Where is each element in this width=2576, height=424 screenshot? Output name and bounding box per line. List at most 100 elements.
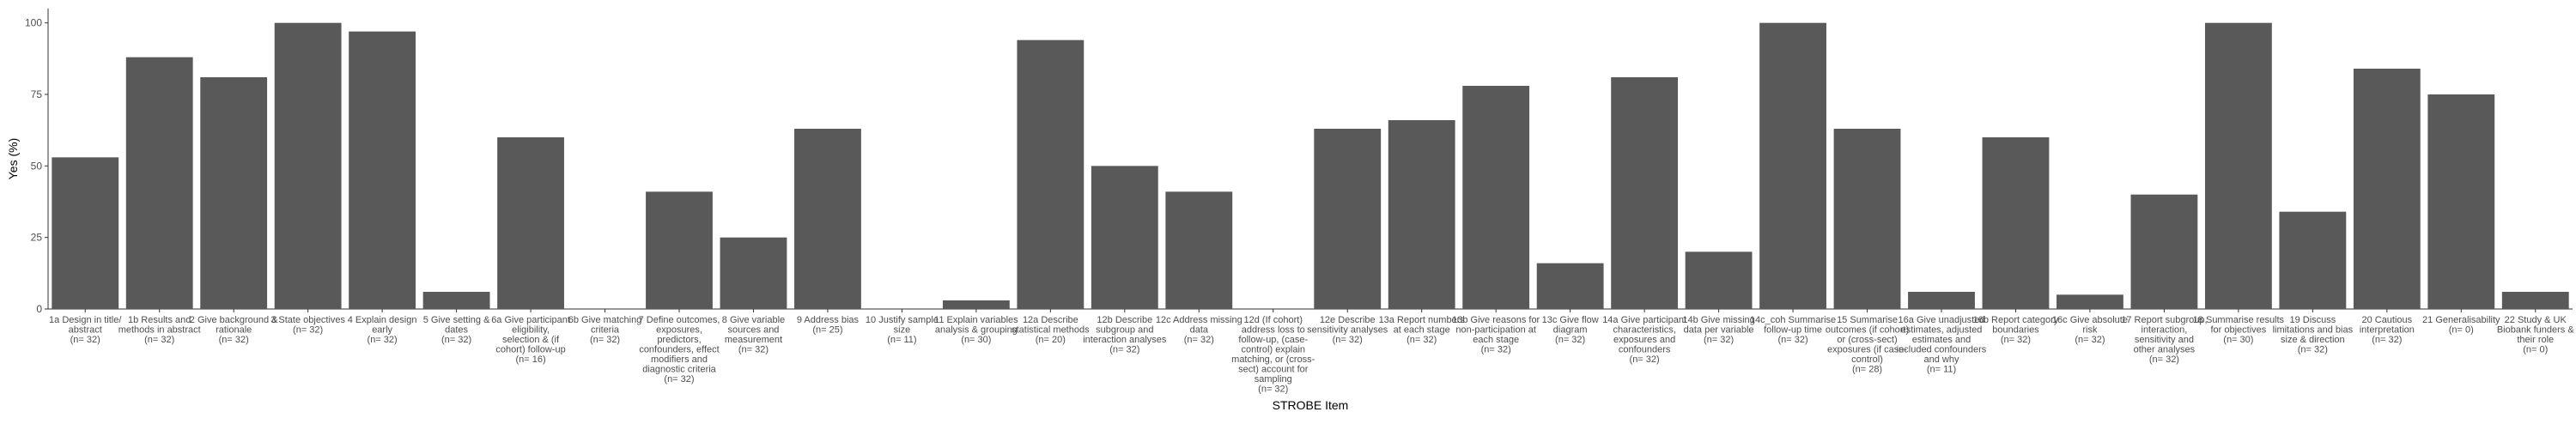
y-tick-label: 0 [36, 303, 42, 315]
x-tick-label-line: 3 State objectives [270, 315, 345, 325]
x-tick-label: 15 Summarise outcomes (if cohort) or (cros… [1826, 315, 1909, 375]
x-tick-label-line: and why [1924, 354, 1959, 365]
x-tick-label-line: 13c Give flow [1542, 315, 1599, 325]
x-tick-label-line: methods in abstract [118, 325, 201, 336]
x-tick-label-line: (n= 32) [1777, 335, 1807, 345]
bar [646, 191, 713, 309]
x-tick-label-line: (n= 32) [2372, 335, 2402, 345]
x-tick-label-line: 2 Give background & [190, 315, 278, 325]
x-tick-label-line: non-participation at [1455, 325, 1536, 336]
x-tick-label: 12d (If cohort) address loss to follow-up,… [1231, 315, 1315, 395]
bar [349, 31, 416, 310]
x-tick-label-line: (n= 30) [961, 335, 991, 345]
x-tick-label: 5 Give setting & dates (n= 32) [423, 315, 490, 345]
x-tick-label: 17 Report subgroup, interaction, sensitivi… [2121, 315, 2207, 365]
x-tick-label: 21 Generalisability (n= 0) [2422, 315, 2500, 336]
x-tick-label-line: (n= 11) [1927, 365, 1956, 375]
bar [52, 157, 119, 309]
x-tick-label-line: (n= 32) [590, 335, 620, 345]
bar [200, 77, 268, 309]
x-tick-label: 14b Give missing data per variable (n= 32) [1682, 315, 1754, 345]
x-tick-label-line: size & direction [2281, 335, 2345, 345]
bar [2204, 22, 2272, 310]
x-tick-label-line: 12a Describe [1023, 315, 1078, 325]
x-tick-label-line: (n= 32) [1481, 345, 1511, 355]
x-tick-label-line: 21 Generalisability [2422, 315, 2500, 325]
bars [52, 22, 2569, 310]
x-tick-label-line: outcomes (if cohort) [1826, 325, 1909, 336]
y-tick-label: 50 [31, 160, 43, 172]
x-tick-label-line: each stage [1473, 335, 1519, 345]
x-tick-label: 7 Define outcomes, exposures, predictors, c… [639, 315, 720, 385]
bar [2427, 94, 2495, 309]
x-tick-label: 9 Address bias (n= 25) [797, 315, 860, 336]
x-tick-label-line: confounders, effect [639, 345, 719, 355]
x-tick-label: 14c_coh Summarise follow-up time (n= 32) [1750, 315, 1836, 345]
bar [1091, 166, 1158, 309]
x-tick-label-line: (n= 0) [2523, 345, 2548, 355]
x-tick-label-line: analysis & grouping [935, 325, 1018, 336]
x-tick-label-line: (n= 32) [2075, 335, 2105, 345]
x-tick-label: 14a Give participant characteristics, expo… [1602, 315, 1686, 365]
x-tick-label-line: size [894, 325, 911, 336]
bar [125, 57, 193, 310]
x-tick-label-line: 9 Address bias [797, 315, 860, 325]
x-tick-label-line: 12b Describe [1097, 315, 1152, 325]
x-tick-label-line: subgroup and [1096, 325, 1153, 336]
bar [2279, 211, 2347, 309]
x-tick-label-line: (n= 32) [2149, 354, 2179, 365]
x-tick-label-line: (n= 32) [1704, 335, 1734, 345]
bar [1908, 292, 1975, 309]
x-tick-label-line: (n= 20) [1036, 335, 1066, 345]
x-tick-label-line: cohort) follow-up [495, 345, 565, 355]
x-tick-label-line: measurement [725, 335, 782, 345]
x-tick-label-line: rationale [216, 325, 252, 336]
x-tick-label-line: 10 Justify sample [866, 315, 939, 325]
x-tick-label-line: (n= 11) [887, 335, 916, 345]
x-tick-label: 13b Give reasons for non-participation at… [1452, 315, 1540, 355]
x-tick-label-line: predictors, [657, 335, 701, 345]
x-tick-label-line: (n= 32) [293, 325, 323, 336]
x-tick-label-line: included confounders [1897, 345, 1987, 355]
x-tick-label-line: 12c Address missing [1156, 315, 1242, 325]
x-tick-label-line: (n= 32) [1109, 345, 1139, 355]
bar [1314, 129, 1382, 309]
x-tick-label-line: 14b Give missing [1682, 315, 1754, 325]
bar [1611, 77, 1679, 309]
x-tick-label-line: 7 Define outcomes, [639, 315, 720, 325]
bar [1165, 191, 1233, 309]
x-tick-label: 6a Give participant eligibility, selection… [491, 315, 570, 365]
x-tick-label: 6b Give matching criteria (n= 32) [568, 315, 642, 345]
x-tick-label: 12b Describe subgroup and interaction anal… [1083, 315, 1167, 355]
x-tick-label-line: (n= 32) [1184, 335, 1214, 345]
x-tick-label-line: sect) account for [1238, 365, 1309, 375]
x-tick-label-line: diagnostic criteria [642, 365, 716, 375]
x-tick-label-line: boundaries [1992, 325, 2039, 336]
x-tick-label-line: (n= 0) [2449, 325, 2474, 336]
x-tick-label-line: Biobank funders & [2497, 325, 2575, 336]
x-tick-label-line: limitations and bias [2273, 325, 2354, 336]
x-tick-label-line: address loss to [1242, 325, 1305, 336]
x-tick-label-line: eligibility, [512, 325, 550, 336]
x-tick-label-line: criteria [591, 325, 620, 336]
x-tick-label-line: exposures, [656, 325, 702, 336]
x-tick-label-line: 18 Summarise results [2193, 315, 2285, 325]
x-tick-label-line: control) [1851, 354, 1883, 365]
x-tick-label: 4 Explain design early (n= 32) [348, 315, 417, 345]
bar [2501, 292, 2569, 309]
x-tick-label-line: characteristics, [1613, 325, 1675, 336]
x-tick-label: 12a Describe statistical methods (n= 20) [1012, 315, 1090, 345]
x-tick-label-line: follow-up time [1764, 325, 1822, 336]
y-axis-tick-labels: 0 25 50 75 100 [25, 17, 48, 315]
x-tick-label-line: (n= 32) [2298, 345, 2328, 355]
x-tick-label-line: (n= 32) [2001, 335, 2031, 345]
x-tick-label: 2 Give background & rationale (n= 32) [190, 315, 278, 345]
x-tick-label-line: follow-up, (case- [1238, 335, 1308, 345]
x-tick-label: 12e Describe sensitivity analyses (n= 32) [1307, 315, 1388, 345]
bar [274, 22, 342, 310]
y-tick-label: 75 [31, 88, 43, 100]
x-tick-label-line: data [1190, 325, 1209, 336]
x-tick-label: 13c Give flow diagram (n= 32) [1542, 315, 1599, 345]
x-tick-label-line: confounders [1619, 345, 1671, 355]
